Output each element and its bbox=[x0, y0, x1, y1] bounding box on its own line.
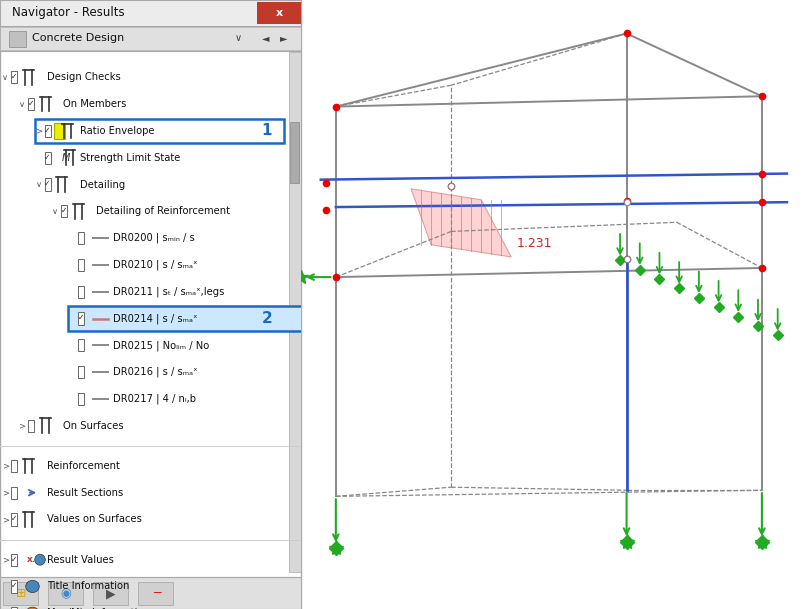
Text: ∨: ∨ bbox=[19, 100, 25, 108]
Text: ⊞: ⊞ bbox=[16, 587, 26, 600]
Text: On Members: On Members bbox=[63, 99, 127, 109]
Ellipse shape bbox=[26, 580, 39, 593]
Text: DR0214 | s / sₘₐˣ: DR0214 | s / sₘₐˣ bbox=[113, 313, 197, 324]
FancyBboxPatch shape bbox=[44, 178, 51, 191]
Text: DR0200 | sₘᵢₙ / s: DR0200 | sₘᵢₙ / s bbox=[113, 233, 195, 244]
Text: ✓: ✓ bbox=[61, 206, 67, 215]
FancyBboxPatch shape bbox=[67, 306, 344, 331]
FancyBboxPatch shape bbox=[11, 513, 18, 526]
Text: DR0217 | 4 / nₗ,b: DR0217 | 4 / nₗ,b bbox=[113, 393, 196, 404]
Text: Values on Surfaces: Values on Surfaces bbox=[47, 515, 141, 524]
Text: ─: ─ bbox=[152, 587, 160, 600]
FancyBboxPatch shape bbox=[11, 607, 18, 609]
Text: Ratio Envelope: Ratio Envelope bbox=[79, 126, 154, 136]
FancyBboxPatch shape bbox=[78, 312, 83, 325]
Text: ✓: ✓ bbox=[11, 555, 18, 563]
Text: ∨: ∨ bbox=[2, 73, 9, 82]
Text: >: > bbox=[2, 555, 9, 564]
Text: M: M bbox=[62, 153, 70, 163]
Text: ◄: ◄ bbox=[261, 33, 269, 43]
Text: ✓: ✓ bbox=[78, 314, 83, 322]
Text: ◉: ◉ bbox=[61, 587, 71, 600]
Text: Detailing: Detailing bbox=[79, 180, 125, 189]
Text: ▶: ▶ bbox=[107, 587, 116, 600]
FancyBboxPatch shape bbox=[78, 259, 83, 271]
Text: Max/Min Information: Max/Min Information bbox=[47, 608, 149, 609]
FancyBboxPatch shape bbox=[78, 393, 83, 405]
FancyBboxPatch shape bbox=[3, 582, 38, 605]
FancyBboxPatch shape bbox=[0, 0, 301, 26]
Text: DR0210 | s / sₘₐˣ: DR0210 | s / sₘₐˣ bbox=[113, 259, 197, 270]
Text: Strength Limit State: Strength Limit State bbox=[79, 153, 180, 163]
Text: ✓: ✓ bbox=[44, 126, 51, 135]
Text: ►: ► bbox=[280, 33, 287, 43]
Text: Concrete Design: Concrete Design bbox=[31, 33, 124, 43]
FancyBboxPatch shape bbox=[28, 420, 34, 432]
Text: ✓: ✓ bbox=[11, 72, 18, 81]
FancyBboxPatch shape bbox=[11, 580, 18, 593]
FancyBboxPatch shape bbox=[138, 582, 173, 605]
FancyBboxPatch shape bbox=[0, 577, 301, 609]
FancyBboxPatch shape bbox=[11, 71, 18, 83]
Text: >: > bbox=[18, 421, 26, 430]
FancyBboxPatch shape bbox=[11, 460, 18, 472]
FancyBboxPatch shape bbox=[48, 582, 83, 605]
FancyBboxPatch shape bbox=[28, 98, 34, 110]
FancyBboxPatch shape bbox=[9, 31, 26, 47]
Text: ∨: ∨ bbox=[35, 180, 42, 189]
FancyBboxPatch shape bbox=[78, 366, 83, 378]
FancyBboxPatch shape bbox=[289, 52, 301, 572]
Text: >: > bbox=[35, 127, 42, 135]
Text: 1.231: 1.231 bbox=[516, 237, 552, 250]
Text: ✓: ✓ bbox=[44, 153, 51, 161]
Text: >: > bbox=[2, 515, 9, 524]
Text: DR0216 | s / sₘₐˣ: DR0216 | s / sₘₐˣ bbox=[113, 367, 197, 378]
Text: Navigator - Results: Navigator - Results bbox=[12, 6, 124, 19]
FancyBboxPatch shape bbox=[93, 582, 128, 605]
Text: ∨: ∨ bbox=[234, 33, 241, 43]
Polygon shape bbox=[411, 189, 512, 257]
Text: DR0211 | sₜ / sₘₐˣ,legs: DR0211 | sₜ / sₘₐˣ,legs bbox=[113, 286, 224, 297]
Text: ✓: ✓ bbox=[11, 582, 18, 590]
Text: ✓: ✓ bbox=[28, 99, 34, 108]
FancyBboxPatch shape bbox=[78, 232, 83, 244]
FancyBboxPatch shape bbox=[290, 122, 299, 183]
FancyBboxPatch shape bbox=[11, 554, 18, 566]
Text: ✓: ✓ bbox=[11, 515, 18, 523]
Text: Reinforcement: Reinforcement bbox=[47, 461, 119, 471]
Text: Result Values: Result Values bbox=[47, 555, 114, 565]
Text: 1: 1 bbox=[261, 124, 272, 138]
FancyBboxPatch shape bbox=[54, 123, 65, 139]
Text: 2: 2 bbox=[261, 311, 273, 326]
FancyBboxPatch shape bbox=[78, 339, 83, 351]
FancyBboxPatch shape bbox=[257, 2, 301, 24]
Text: Design Checks: Design Checks bbox=[47, 72, 120, 82]
FancyBboxPatch shape bbox=[44, 125, 51, 137]
Text: Detailing of Reinforcement: Detailing of Reinforcement bbox=[96, 206, 230, 216]
Text: ✓: ✓ bbox=[11, 608, 18, 609]
FancyBboxPatch shape bbox=[61, 205, 67, 217]
FancyBboxPatch shape bbox=[0, 27, 301, 50]
Text: Title Information: Title Information bbox=[47, 582, 129, 591]
Text: >: > bbox=[2, 462, 9, 470]
Text: ∨: ∨ bbox=[52, 207, 58, 216]
Ellipse shape bbox=[34, 554, 45, 565]
Text: >: > bbox=[2, 488, 9, 497]
Text: x: x bbox=[276, 8, 282, 18]
Text: DR0215 | Noₗᵢₘ / No: DR0215 | Noₗᵢₘ / No bbox=[113, 340, 209, 351]
Text: On Surfaces: On Surfaces bbox=[63, 421, 124, 431]
Ellipse shape bbox=[26, 607, 39, 609]
Text: ✓: ✓ bbox=[44, 180, 51, 188]
Text: x.x: x.x bbox=[27, 555, 42, 564]
FancyBboxPatch shape bbox=[78, 286, 83, 298]
Text: Result Sections: Result Sections bbox=[47, 488, 123, 498]
FancyBboxPatch shape bbox=[11, 487, 18, 499]
FancyBboxPatch shape bbox=[44, 152, 51, 164]
